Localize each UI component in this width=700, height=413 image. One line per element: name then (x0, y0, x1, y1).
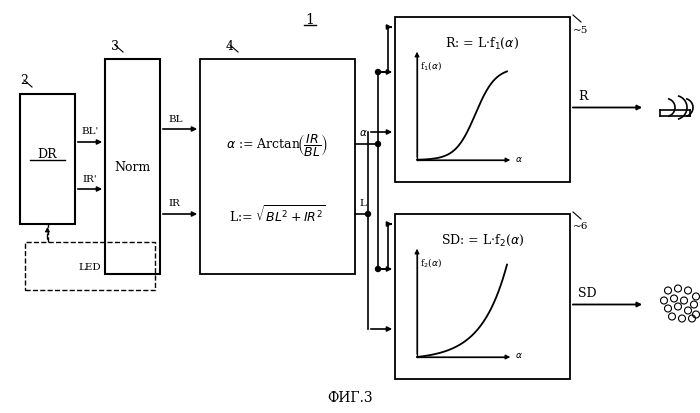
Text: 3: 3 (111, 39, 119, 52)
Text: IR': IR' (83, 174, 97, 183)
Text: ~6: ~6 (573, 222, 589, 231)
Text: L: L (359, 198, 366, 207)
Text: LED: LED (78, 262, 102, 271)
Text: f$_1$($\alpha$): f$_1$($\alpha$) (420, 59, 442, 72)
Circle shape (365, 212, 370, 217)
Text: 4: 4 (226, 39, 234, 52)
Text: $\alpha$: $\alpha$ (515, 154, 523, 163)
Text: R: = L$\cdot$f$_1$($\alpha$): R: = L$\cdot$f$_1$($\alpha$) (445, 36, 519, 50)
Text: R: R (578, 90, 587, 103)
Circle shape (375, 267, 381, 272)
Circle shape (375, 142, 381, 147)
Text: SD: SD (578, 286, 596, 299)
Text: ~5: ~5 (573, 26, 589, 34)
Text: BL: BL (168, 114, 183, 123)
Bar (395, 214, 570, 379)
Bar (395, 18, 570, 183)
Bar (105, 60, 160, 274)
Text: 2: 2 (20, 74, 28, 87)
Text: SD: = L$\cdot$f$_2$($\alpha$): SD: = L$\cdot$f$_2$($\alpha$) (441, 232, 524, 247)
Text: 1: 1 (306, 13, 314, 27)
Circle shape (375, 70, 381, 75)
Text: L:= $\sqrt{BL^2 + IR^2}$: L:= $\sqrt{BL^2 + IR^2}$ (229, 204, 326, 225)
Bar (25, 242, 155, 290)
Text: $\alpha$: $\alpha$ (359, 128, 368, 138)
Text: BL': BL' (81, 127, 99, 136)
Bar (20, 95, 75, 224)
Text: $\alpha$: $\alpha$ (515, 351, 523, 360)
Bar (200, 60, 355, 274)
Text: f$_2$($\alpha$): f$_2$($\alpha$) (420, 255, 442, 268)
Text: $\alpha$ := Arctan$\!\left(\dfrac{IR}{BL}\right)$: $\alpha$ := Arctan$\!\left(\dfrac{IR}{BL… (226, 132, 328, 158)
Text: DR: DR (38, 148, 57, 161)
Text: Norm: Norm (114, 161, 150, 173)
Text: IR: IR (168, 199, 180, 208)
Text: ФИГ.3: ФИГ.3 (327, 390, 373, 404)
